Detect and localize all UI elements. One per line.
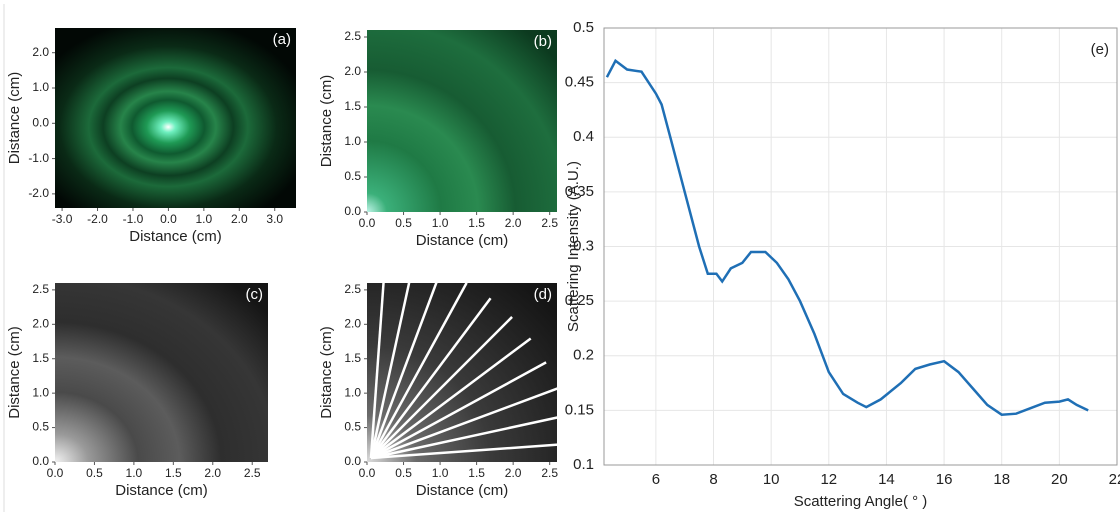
x-tick-label: 0.5: [395, 466, 412, 480]
y-tick-label: 2.0: [344, 64, 361, 78]
scatter-image: [367, 30, 557, 212]
x-tick-label: 3.0: [266, 212, 283, 226]
x-tick-label: 1.5: [165, 466, 182, 480]
scatter-image: [55, 28, 296, 208]
y-tick-label: 0.3: [573, 237, 594, 254]
x-tick-label: 1.5: [468, 216, 485, 230]
y-axis-label: Distance (cm): [6, 72, 23, 165]
x-tick-label: 0.0: [359, 216, 376, 230]
y-tick-label: 2.0: [344, 316, 361, 330]
x-tick-label: 1.0: [432, 466, 449, 480]
panel-label: (b): [534, 33, 552, 50]
x-tick-label: 2.0: [231, 212, 248, 226]
x-tick-label: 18: [993, 471, 1010, 488]
y-tick-label: 2.5: [32, 282, 49, 296]
y-tick-label: 1.5: [344, 351, 361, 365]
sampling-ray: [369, 270, 442, 459]
x-tick-label: 2.5: [541, 216, 558, 230]
panel-label: (e): [1091, 41, 1109, 58]
sampling-ray: [369, 262, 415, 459]
y-tick-label: 1.0: [32, 385, 49, 399]
x-axis-label: Distance (cm): [129, 228, 222, 245]
x-tick-label: 1.0: [126, 466, 143, 480]
sampling-ray: [370, 442, 571, 460]
y-axis-label: Distance (cm): [6, 326, 23, 419]
y-tick-label: 1.5: [344, 99, 361, 113]
x-tick-label: 16: [936, 471, 953, 488]
x-tick-label: 0.0: [359, 466, 376, 480]
panel-label: (d): [534, 286, 552, 303]
x-tick-label: 20: [1051, 471, 1068, 488]
x-tick-label: 10: [763, 471, 780, 488]
y-tick-label: 1.0: [32, 80, 49, 94]
x-axis-label: Distance (cm): [115, 482, 208, 499]
intensity-line: [605, 58, 1089, 416]
panel-label: (c): [246, 286, 264, 303]
x-tick-label: 0.0: [160, 212, 177, 226]
x-tick-label: 1.5: [468, 466, 485, 480]
y-tick-label: 1.5: [32, 351, 49, 365]
x-tick-label: 2.0: [505, 466, 522, 480]
y-tick-label: -1.0: [28, 151, 49, 165]
sampling-ray: [370, 414, 567, 460]
y-axis-label: Distance (cm): [318, 75, 335, 168]
x-tick-label: 2.5: [541, 466, 558, 480]
y-tick-label: 0.0: [344, 454, 361, 468]
y-tick-label: 0.1: [573, 456, 594, 473]
sampling-ray: [370, 387, 559, 460]
x-tick-label: 2.0: [505, 216, 522, 230]
x-tick-label: 0.5: [395, 216, 412, 230]
x-tick-label: -3.0: [52, 212, 73, 226]
y-tick-label: 2.0: [32, 316, 49, 330]
sampling-ray: [370, 337, 532, 460]
sampling-ray: [369, 282, 468, 459]
x-tick-label: 22: [1109, 471, 1120, 488]
x-tick-label: 1.0: [196, 212, 213, 226]
y-tick-label: 0.0: [344, 204, 361, 218]
y-tick-label: 2.5: [344, 282, 361, 296]
x-tick-label: 0.5: [86, 466, 103, 480]
sampling-ray: [369, 297, 492, 459]
x-tick-label: 1.0: [432, 216, 449, 230]
x-axis-label: Scattering Angle( ° ): [794, 493, 928, 510]
y-tick-label: 0.15: [565, 401, 594, 418]
y-tick-label: 1.0: [344, 134, 361, 148]
y-tick-label: 1.0: [344, 385, 361, 399]
y-axis-label: Distance (cm): [318, 326, 335, 419]
sampling-ray: [370, 361, 547, 460]
x-axis-label: Distance (cm): [416, 482, 509, 499]
x-tick-label: 12: [820, 471, 837, 488]
x-tick-label: 0.0: [47, 466, 64, 480]
y-tick-label: 0.5: [344, 169, 361, 183]
x-tick-label: 2.5: [244, 466, 261, 480]
y-tick-label: 0.0: [32, 115, 49, 129]
y-tick-label: 0.45: [565, 74, 594, 91]
plot-frame: [603, 27, 1118, 466]
y-tick-label: 0.25: [565, 292, 594, 309]
y-tick-label: 2.0: [32, 45, 49, 59]
y-tick-label: 0.5: [32, 420, 49, 434]
y-axis-label: Scattering Intensity (A.U.): [565, 161, 582, 332]
sampling-ray: [369, 258, 387, 459]
y-tick-label: 0.5: [344, 420, 361, 434]
sampling-ray: [370, 316, 513, 459]
x-tick-label: 8: [709, 471, 717, 488]
x-tick-label: -2.0: [87, 212, 108, 226]
y-tick-label: -2.0: [28, 186, 49, 200]
scatter-image: [55, 283, 268, 462]
y-tick-label: 0.4: [573, 128, 594, 145]
x-tick-label: 14: [878, 471, 895, 488]
y-tick-label: 0.0: [32, 454, 49, 468]
y-tick-label: 0.35: [565, 183, 594, 200]
y-tick-label: 0.5: [573, 19, 594, 36]
x-tick-label: 6: [652, 471, 660, 488]
x-tick-label: -1.0: [123, 212, 144, 226]
panel-label: (a): [273, 31, 291, 48]
x-tick-label: 2.0: [204, 466, 221, 480]
y-tick-label: 0.2: [573, 347, 594, 364]
y-tick-label: 2.5: [344, 29, 361, 43]
x-axis-label: Distance (cm): [416, 232, 509, 249]
